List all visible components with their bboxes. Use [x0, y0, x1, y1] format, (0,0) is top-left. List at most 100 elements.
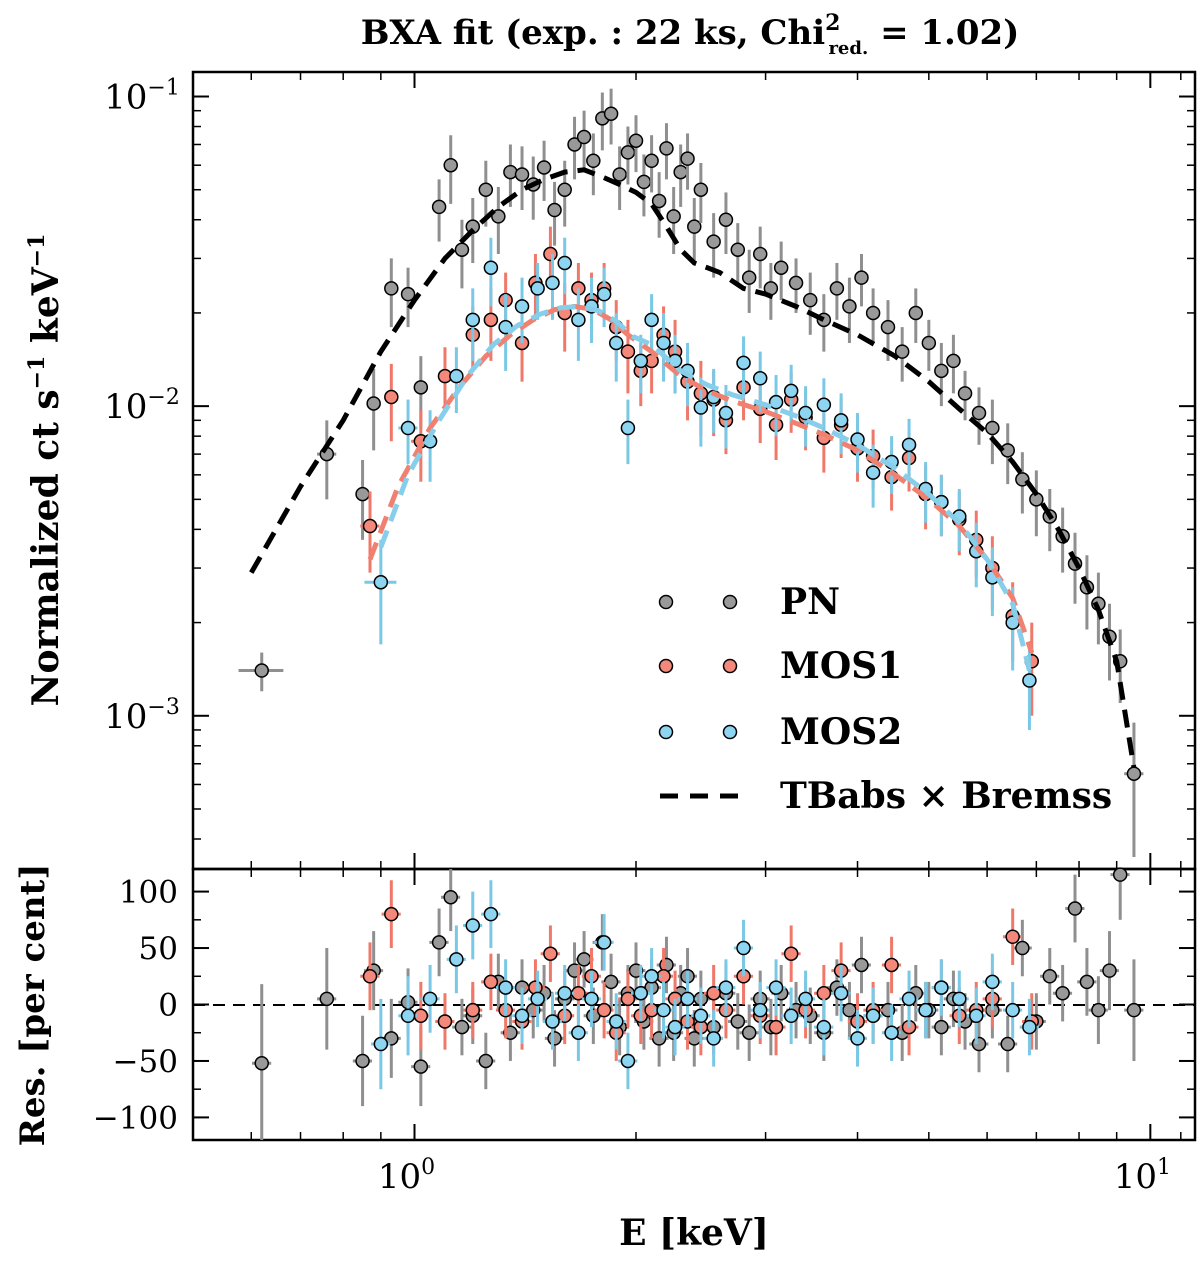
pn-point: [595, 92, 610, 151]
pn-marker: [829, 281, 845, 296]
mos2-point: [644, 294, 659, 352]
pn-point: [366, 368, 381, 451]
pn-point: [706, 213, 721, 278]
mos1-residual-marker: [384, 906, 399, 922]
pn-marker: [400, 286, 416, 302]
mos2-marker: [1022, 673, 1037, 688]
pn-point: [687, 198, 702, 263]
pn-marker: [547, 202, 562, 218]
pn-residual: [452, 998, 472, 1056]
mos2-residual-marker: [934, 980, 949, 995]
mos2-residual-marker: [783, 1008, 799, 1024]
pn-residual-marker: [741, 1025, 757, 1040]
x-tick-label: 100: [378, 1155, 435, 1197]
mos2-residual: [568, 1004, 588, 1061]
pn-marker: [576, 129, 592, 145]
pn-point: [946, 334, 961, 394]
pn-marker: [431, 199, 447, 215]
pn-marker: [880, 319, 896, 335]
pn-marker: [687, 219, 702, 234]
mos2-residual: [899, 970, 919, 1028]
mos2-marker: [373, 574, 389, 590]
mos2-residual-marker: [865, 1008, 881, 1024]
pn-residual-marker: [576, 952, 592, 967]
mos2-residual-marker: [680, 991, 695, 1007]
mos2-residual: [831, 964, 851, 1022]
pn-marker: [659, 141, 674, 156]
legend-marker: [658, 658, 674, 674]
mos2-marker: [530, 281, 545, 296]
legend-entry-2: MOS1: [658, 645, 902, 687]
mos1-residual: [618, 970, 638, 1028]
pn-marker: [443, 157, 458, 173]
mos2-point: [620, 399, 636, 465]
legend: PN MOS1 MOS2 TBabs × Bremss: [658, 581, 1112, 817]
mos1-residual: [594, 981, 614, 1039]
pn-marker: [854, 270, 869, 285]
mos2-residual-marker: [969, 1008, 984, 1024]
mos2-residual: [750, 981, 770, 1039]
pn-residual: [252, 984, 272, 1140]
mos2-residual: [512, 987, 532, 1045]
mos2-marker: [736, 355, 751, 371]
mos2-residual: [781, 987, 801, 1045]
mos2-residual-marker: [530, 991, 545, 1007]
mos1-marker: [620, 344, 636, 359]
pn-marker: [842, 299, 857, 314]
pn-residual-marker: [1067, 901, 1083, 916]
x-tick-labels: 100 101: [378, 1155, 1171, 1197]
top-y-tick-label: 10−1: [104, 76, 180, 118]
top-y-tick-label: 10−2: [104, 385, 180, 427]
pn-marker: [355, 486, 370, 502]
pn-residual-marker: [1091, 1002, 1106, 1018]
pn-residual: [997, 1015, 1018, 1073]
mos2-residual-marker: [422, 991, 438, 1007]
mos2-residual: [1019, 998, 1039, 1056]
pn-point: [1029, 470, 1044, 537]
mos2-marker: [718, 405, 734, 421]
pn-marker: [628, 133, 644, 148]
pn-residual-marker: [1079, 974, 1095, 990]
mos2-residual: [641, 948, 662, 1005]
mos2-point: [633, 334, 649, 394]
pn-residual: [1012, 919, 1032, 977]
mos2-residual-marker: [693, 1008, 709, 1024]
mos2-point: [833, 393, 849, 455]
mos1-point: [360, 491, 380, 573]
mos2-marker: [752, 371, 768, 386]
mos2-residual-marker: [901, 991, 917, 1007]
pn-point: [612, 146, 627, 211]
pn-residual: [728, 993, 748, 1050]
title-main: BXA fit (exp. : 22 ks, Chi: [361, 13, 826, 53]
mos2-point: [449, 347, 464, 414]
mos2-residual-marker: [596, 935, 612, 950]
pn-marker: [514, 167, 530, 182]
mos1-residual: [540, 925, 560, 982]
mos2-point: [969, 522, 984, 588]
legend-marker: [658, 724, 674, 740]
mos1-marker: [384, 389, 399, 405]
pn-marker: [946, 353, 961, 369]
pn-point: [985, 399, 1000, 465]
pn-marker: [503, 164, 518, 180]
mos2-residual: [766, 959, 786, 1016]
mos2-marker: [901, 437, 917, 453]
mos2-point: [901, 418, 917, 478]
pn-marker: [957, 386, 973, 401]
title-sub: red.: [828, 38, 868, 59]
pn-point: [741, 249, 757, 313]
pn-residual: [739, 1004, 759, 1061]
pn-marker: [454, 242, 470, 257]
mos1-residual-marker: [816, 985, 832, 1001]
pn-residual-marker: [431, 935, 447, 950]
mos2-residual-marker: [1005, 1002, 1020, 1018]
mos2-marker: [596, 286, 612, 302]
mos2-residual-marker: [918, 1002, 933, 1018]
mos2-residual-marker: [483, 906, 499, 922]
mos1-model-curve: [367, 303, 1035, 654]
pn-point: [659, 123, 674, 180]
mos1-residual-marker: [483, 974, 499, 990]
mos2-residual: [481, 880, 501, 949]
pn-point: [673, 144, 688, 207]
mos2-residual: [966, 987, 986, 1045]
